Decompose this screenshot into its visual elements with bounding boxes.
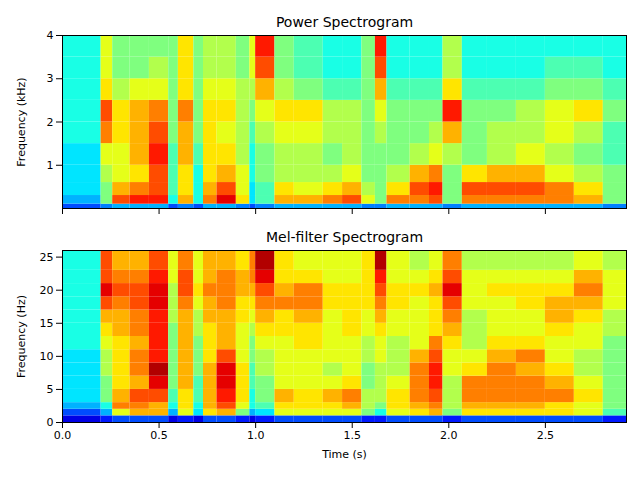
svg-text:5: 5 [47, 383, 54, 396]
svg-text:2.5: 2.5 [537, 429, 555, 442]
svg-text:10: 10 [40, 350, 54, 363]
svg-text:0.0: 0.0 [54, 429, 72, 442]
svg-text:Frequency (kHz): Frequency (kHz) [15, 77, 28, 166]
svg-text:3: 3 [47, 72, 54, 85]
svg-text:2.0: 2.0 [440, 429, 458, 442]
svg-text:15: 15 [40, 317, 54, 330]
svg-text:2: 2 [47, 116, 54, 129]
svg-text:Time (s): Time (s) [321, 448, 367, 461]
svg-text:Power Spectrogram: Power Spectrogram [276, 14, 413, 30]
svg-text:0: 0 [47, 416, 54, 429]
svg-text:Mel-filter Spectrogram: Mel-filter Spectrogram [266, 229, 423, 245]
svg-text:20: 20 [40, 284, 54, 297]
svg-text:1: 1 [47, 159, 54, 172]
svg-text:25: 25 [40, 251, 54, 264]
svg-text:Frequency (Hz): Frequency (Hz) [15, 295, 28, 378]
svg-text:4: 4 [47, 29, 54, 42]
svg-text:0.5: 0.5 [150, 429, 168, 442]
svg-text:1.0: 1.0 [247, 429, 265, 442]
svg-text:1.5: 1.5 [343, 429, 361, 442]
